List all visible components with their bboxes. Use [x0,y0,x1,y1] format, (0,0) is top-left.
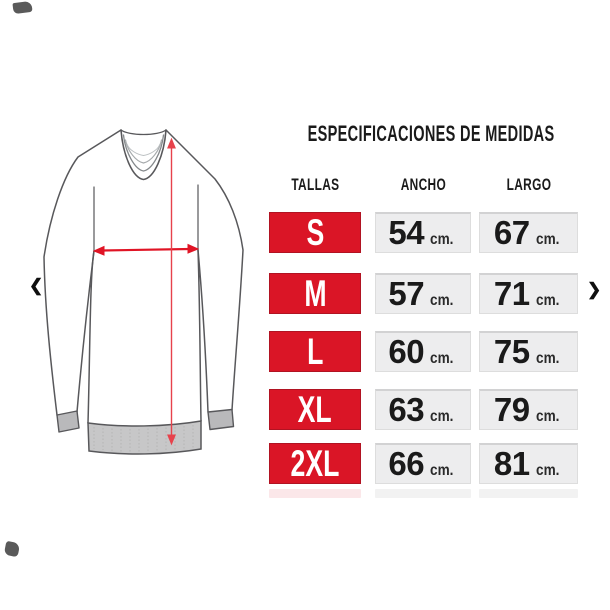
unit-label: cm. [430,292,454,309]
unit-label: cm. [535,231,560,248]
size-badge: XL [269,389,361,430]
carousel-next-arrow[interactable]: ❯ [587,280,602,299]
image-artifact-bottom-left [3,540,21,558]
garment-outline [43,129,244,424]
column-header-largo: LARGO [506,175,551,194]
size-badge: M [269,273,361,314]
largo-value-badge: 75 cm. [479,331,578,372]
unit-label: cm. [535,292,560,309]
size-badge: 2XL [269,443,361,484]
ancho-value-badge: 54 cm. [375,212,471,253]
page-title: ESPECIFICACIONES DE MEDIDAS [244,121,594,147]
size-row-s: S 54 cm. 67 cm. [0,212,610,253]
ancho-value-badge: 63 cm. [375,389,471,430]
largo-value-badge: 67 cm. [479,212,578,253]
table-reflection [269,489,361,498]
table-reflection [375,489,471,498]
sweater-diagram [43,129,244,455]
width-measure-arrow [92,243,200,256]
size-row-m: M 57 cm. 71 cm. [0,273,610,314]
ancho-value-badge: 57 cm. [375,273,471,314]
carousel-prev-arrow[interactable]: ❮ [29,276,44,295]
size-badge: S [269,212,361,253]
unit-label: cm. [430,231,454,248]
image-artifact-top-left [12,0,33,15]
size-row-xl: XL 63 cm. 79 cm. [0,389,610,430]
largo-value-badge: 79 cm. [479,389,578,430]
largo-value-badge: 71 cm. [479,273,578,314]
cuffs [56,408,235,433]
ancho-value-badge: 60 cm. [375,331,471,372]
hem-rib-texture [93,425,194,452]
unit-label: cm. [430,408,454,425]
unit-label: cm. [535,462,560,479]
ancho-value-badge: 66 cm. [375,443,471,484]
collar [120,129,167,181]
largo-value-badge: 81 cm. [479,443,578,484]
column-header-tallas: TALLAS [290,175,340,194]
column-header-ancho: ANCHO [400,175,446,194]
unit-label: cm. [535,408,560,425]
size-row-2xl: 2XL 66 cm. 81 cm. [0,443,610,484]
page-title-text: ESPECIFICACIONES DE MEDIDAS [307,121,555,146]
size-badge: L [269,331,361,372]
hem-band [87,420,202,455]
unit-label: cm. [535,350,560,367]
unit-label: cm. [430,462,454,479]
size-row-l: L 60 cm. 75 cm. [0,331,610,372]
table-reflection [479,489,578,498]
length-measure-arrow [167,137,176,446]
unit-label: cm. [430,350,454,367]
